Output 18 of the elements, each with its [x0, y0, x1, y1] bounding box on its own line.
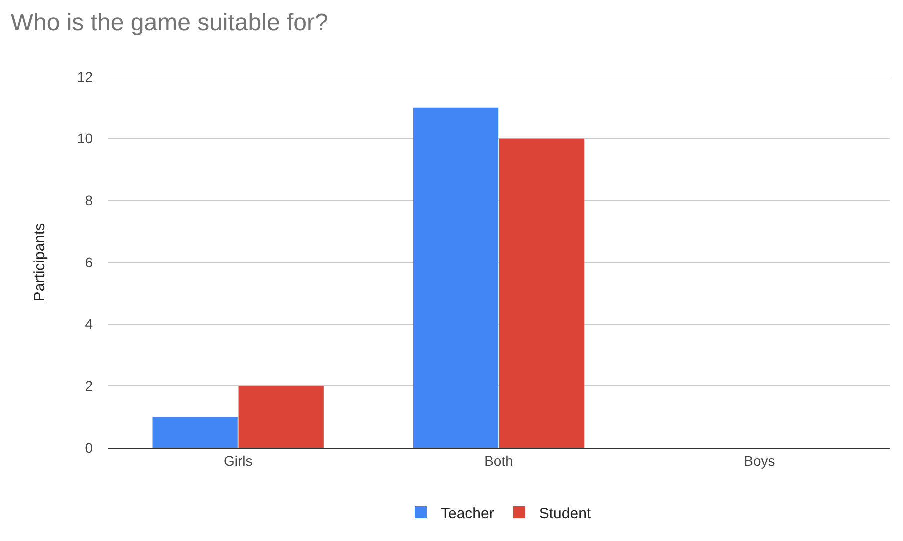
bar [499, 138, 585, 448]
x-tick-label: Girls [224, 452, 253, 469]
y-tick-label: 10 [77, 130, 94, 147]
x-tick-label: Both [484, 452, 514, 469]
chart-title: Who is the game suitable for? [10, 9, 328, 36]
x-tick-label: Boys [744, 452, 776, 469]
y-tick-label: 12 [77, 68, 94, 85]
y-tick-label: 8 [85, 192, 94, 209]
legend-label: Student [539, 505, 592, 522]
y-tick-label: 2 [85, 378, 94, 394]
y-axis-title: Participants [32, 223, 49, 302]
bar [238, 386, 324, 448]
legend-label: Teacher [441, 505, 494, 522]
bar [152, 417, 238, 448]
y-tick-label: 4 [85, 316, 94, 332]
bar [413, 108, 499, 448]
y-tick-label: 0 [85, 440, 94, 456]
y-tick-label: 6 [85, 254, 94, 270]
